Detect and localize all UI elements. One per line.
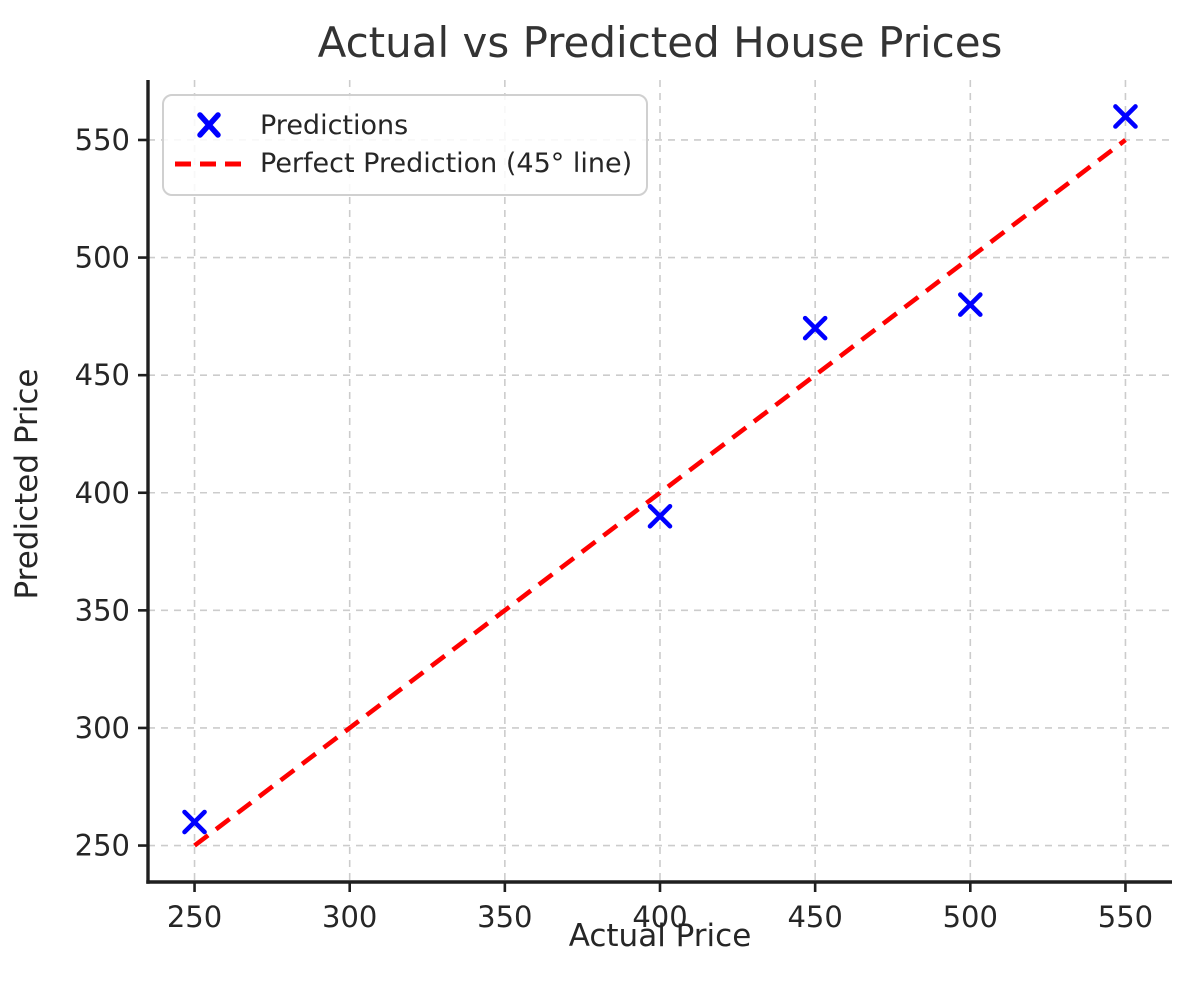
legend: Predictions Perfect Prediction (45° line… — [162, 94, 648, 196]
x-tick-label: 400 — [632, 900, 687, 934]
prediction-point — [647, 503, 673, 529]
x-tick-label: 300 — [322, 900, 377, 934]
chart-title: Actual vs Predicted House Prices — [317, 18, 1003, 67]
y-tick-label: 450 — [75, 358, 130, 392]
prediction-point — [802, 315, 828, 341]
y-tick-label: 400 — [75, 476, 130, 510]
y-tick-label: 500 — [75, 241, 130, 275]
y-tick-label: 350 — [75, 593, 130, 627]
legend-dashed-line-icon — [175, 161, 241, 167]
perfect-prediction-line — [193, 138, 1127, 848]
y-tick-label: 300 — [75, 711, 130, 745]
prediction-point — [182, 809, 207, 835]
legend-item-predictions: Predictions — [172, 106, 632, 144]
x-tick-label: 500 — [943, 900, 998, 934]
legend-label-perfect-prediction: Perfect Prediction (45° line) — [260, 147, 633, 179]
legend-label-predictions: Predictions — [260, 109, 409, 141]
x-tick-label: 450 — [787, 900, 842, 934]
prediction-point — [958, 292, 983, 317]
x-axis-label: Actual Price — [568, 918, 752, 954]
y-tick-label: 250 — [75, 829, 130, 863]
prediction-point — [1113, 104, 1138, 129]
legend-item-perfect-prediction: Perfect Prediction (45° line) — [172, 144, 632, 182]
x-tick-label: 250 — [167, 900, 222, 934]
y-axis-label: Predicted Price — [9, 368, 45, 600]
y-tick-label: 550 — [75, 123, 130, 157]
x-tick-label: 550 — [1098, 900, 1153, 934]
legend-x-marker-icon — [197, 112, 221, 138]
x-tick-label: 350 — [477, 900, 532, 934]
